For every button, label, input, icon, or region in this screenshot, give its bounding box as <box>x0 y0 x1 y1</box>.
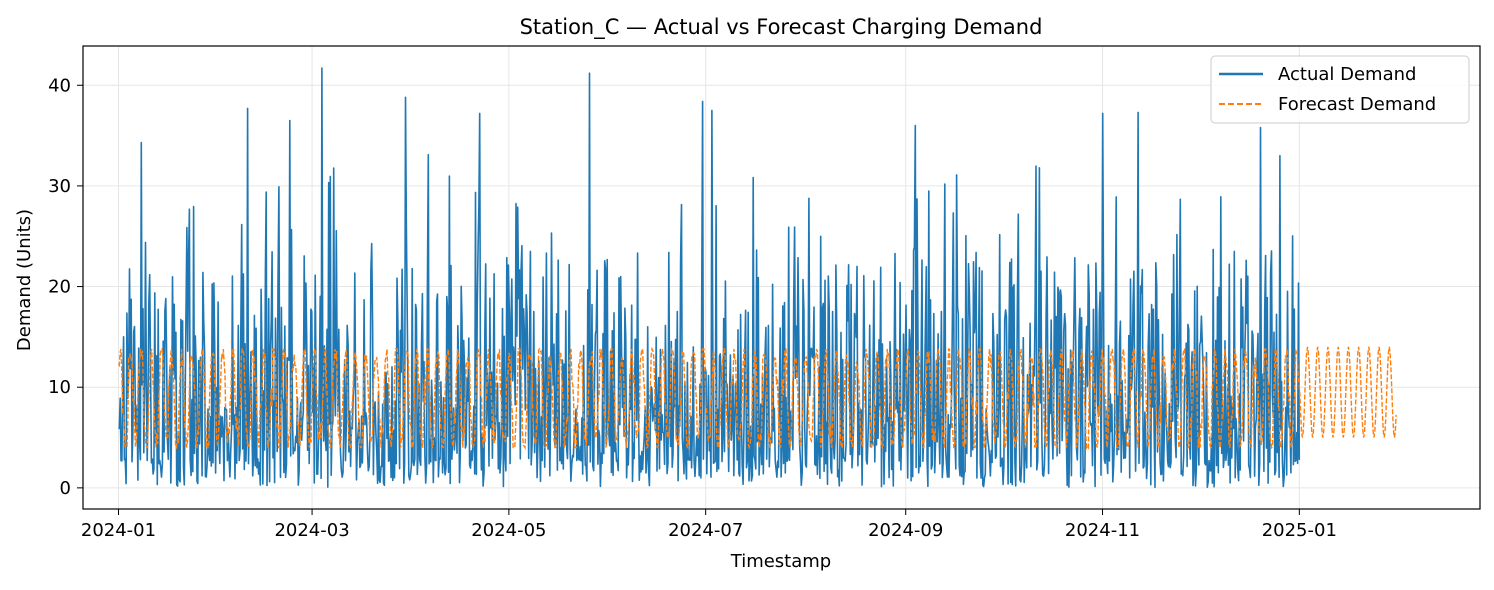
legend-label-actual: Actual Demand <box>1278 64 1416 85</box>
x-tick-label: 2025-01 <box>1262 520 1337 541</box>
x-tick-label: 2024-09 <box>868 520 943 541</box>
chart-title: Station_C — Actual vs Forecast Charging … <box>520 15 1043 40</box>
y-tick-label: 20 <box>48 277 71 298</box>
x-tick-label: 2024-11 <box>1065 520 1140 541</box>
legend: Actual Demand Forecast Demand <box>1210 55 1470 124</box>
x-axis-label: Timestamp <box>730 551 831 572</box>
x-tick-label: 2024-05 <box>471 520 546 541</box>
forecast-demand-line <box>117 346 1397 451</box>
series-forecast-demand <box>117 346 1397 451</box>
y-axis-label: Demand (Units) <box>14 209 35 351</box>
legend-box <box>1210 55 1470 124</box>
y-axis-ticks: 0 10 20 30 40 <box>48 75 83 499</box>
y-tick-label: 0 <box>60 478 71 499</box>
plot-frame <box>82 45 1481 510</box>
y-tick-label: 10 <box>48 377 71 398</box>
legend-label-forecast: Forecast Demand <box>1278 94 1436 115</box>
y-tick-label: 40 <box>48 75 71 96</box>
x-tick-label: 2024-03 <box>274 520 349 541</box>
x-tick-label: 2024-01 <box>81 520 156 541</box>
actual-demand-line <box>118 67 1301 488</box>
x-tick-label: 2024-07 <box>668 520 743 541</box>
x-axis-ticks: 2024-01 2024-03 2024-05 2024-07 2024-09 2024-… <box>81 509 1337 541</box>
series-actual-demand <box>118 67 1301 488</box>
y-tick-label: 30 <box>48 176 71 197</box>
